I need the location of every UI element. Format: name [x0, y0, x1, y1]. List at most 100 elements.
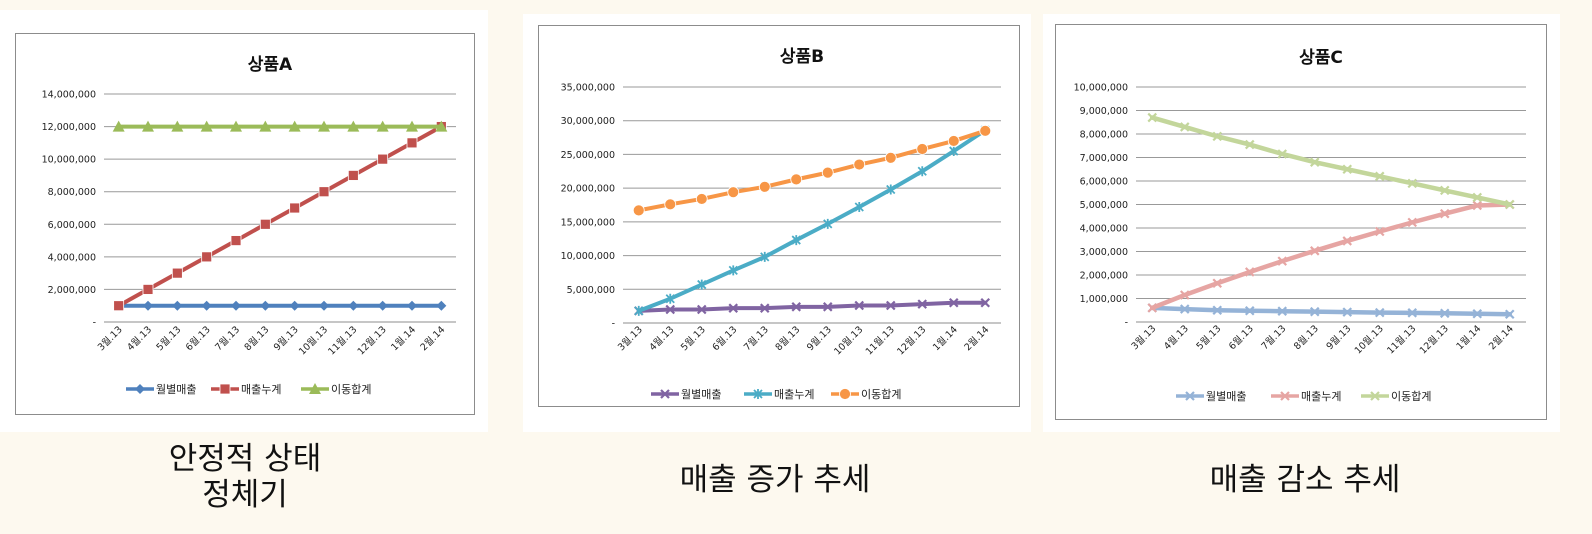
chart-a-legend-label: 월별매출 — [156, 383, 196, 396]
chart-a-xtick-label: 9월.13 — [271, 324, 301, 354]
chart-a-data-point — [172, 300, 183, 311]
chart-a-xtick-label: 11월.13 — [326, 324, 360, 358]
chart-a-xtick-label: 1월.14 — [388, 324, 418, 354]
chart-a-data-point — [171, 120, 184, 132]
chart-a-series-line — [116, 124, 444, 308]
chart-b-ytick-label: 30,000,000 — [561, 116, 615, 127]
chart-b-legend-label: 이동합계 — [861, 388, 901, 401]
chart-b-data-point — [665, 293, 675, 304]
chart-c-series-line — [1150, 202, 1512, 311]
chart-b-data-point — [822, 302, 833, 312]
chart-b-ytick-label: - — [612, 319, 615, 330]
chart-c-data-point — [1407, 308, 1418, 318]
chart-a-xtick-label: 12월.13 — [355, 324, 389, 358]
chart-c-data-point — [1147, 112, 1158, 123]
caption-c: 매출 감소 추세 — [1130, 462, 1480, 498]
chart-a-data-point — [112, 120, 125, 132]
chart-b-data-point — [885, 300, 896, 311]
chart-b-xtick-label: 1월.14 — [930, 324, 960, 354]
chart-b-data-point — [665, 304, 676, 315]
chart-b-frame: 상품B - 5,000,000 10,000,000 15,000,000 20,000,… — [538, 25, 1020, 407]
chart-b-data-point — [854, 300, 865, 311]
chart-c-data-point — [1472, 192, 1483, 203]
chart-b-data-point — [760, 251, 770, 262]
chart-a-data-point — [201, 251, 213, 263]
chart-c-data-point — [1147, 303, 1158, 313]
chart-c-data-point — [1179, 304, 1190, 314]
chart-b-xtick-label: 7월.13 — [741, 324, 771, 354]
chart-c-data-point — [1212, 305, 1223, 316]
chart-b-data-point — [917, 299, 928, 309]
chart-c-data-point — [1407, 178, 1418, 189]
chart-a-data-point — [347, 170, 359, 181]
caption-a-line2: 정체기 — [202, 477, 288, 513]
chart-b-legend-marker — [660, 389, 670, 399]
chart-a-xtick-label: 6월.13 — [183, 324, 213, 354]
chart-b-data-point — [727, 186, 740, 199]
chart-a-data-point — [142, 284, 154, 295]
chart-c-data-point — [1504, 309, 1515, 320]
chart-a-data-point — [377, 153, 389, 165]
chart-b-data-point — [791, 235, 801, 246]
chart-b-legend-marker — [839, 388, 851, 400]
chart-c-data-point — [1244, 139, 1255, 150]
caption-b-text: 매출 증가 추세 — [679, 462, 871, 498]
chart-b-xtick-label: 11월.13 — [863, 324, 897, 358]
chart-a-ytick-label: 10,000,000 — [42, 155, 96, 166]
chart-a-data-point — [347, 120, 360, 132]
chart-a-data-point — [259, 120, 272, 132]
chart-a-xtick-label: 4월.13 — [124, 324, 154, 354]
chart-c-xtick-label: 7월.13 — [1259, 323, 1289, 353]
chart-c-data-point — [1439, 208, 1450, 219]
chart-b-data-point — [947, 135, 960, 147]
chart-b-data-point — [916, 143, 929, 155]
chart-a-data-point — [143, 300, 153, 311]
chart-b-ytick-label: 20,000,000 — [561, 184, 615, 195]
chart-c-ytick-label: 8,000,000 — [1080, 130, 1128, 141]
chart-b-data-point — [948, 297, 959, 308]
chart-b-series-line — [636, 128, 988, 213]
chart-b-xtick-label: 3월.13 — [615, 324, 645, 354]
chart-b-data-point — [917, 166, 927, 177]
chart-b-xtick-label: 9월.13 — [804, 324, 834, 354]
chart-c-data-point — [1244, 305, 1255, 316]
chart-c-title: 상품C — [1299, 48, 1343, 68]
chart-c-xtick-label: 1월.14 — [1454, 323, 1484, 353]
chart-c-data-point — [1212, 131, 1223, 142]
chart-a-xtick-label: 7월.13 — [212, 324, 242, 354]
chart-c-xtick-label: 6월.13 — [1226, 323, 1256, 353]
chart-a-data-point — [259, 218, 271, 230]
chart-b-data-point — [632, 204, 645, 217]
chart-b-xtick-label: 12월.13 — [894, 324, 928, 358]
chart-c-data-point — [1342, 164, 1353, 175]
chart-c-legend-label: 매출누계 — [1301, 390, 1341, 403]
chart-b-data-point — [949, 146, 959, 157]
chart-c-xtick-label: 8월.13 — [1291, 323, 1321, 353]
chart-c-legend-marker — [1185, 391, 1195, 401]
chart-a-data-point — [260, 300, 271, 311]
chart-b-legend-marker — [753, 389, 763, 399]
chart-a-ytick-label: 6,000,000 — [48, 220, 96, 231]
chart-c-ytick-label: 2,000,000 — [1080, 271, 1128, 282]
chart-a-data-point — [201, 300, 212, 311]
chart-b-legend-label: 월별매출 — [681, 388, 721, 401]
chart-a-data-point — [171, 267, 183, 279]
chart-c-ytick-label: 6,000,000 — [1080, 177, 1128, 188]
chart-a-data-point — [376, 120, 389, 132]
chart-c-ytick-label: 3,000,000 — [1080, 247, 1128, 258]
chart-c-data-point — [1374, 226, 1385, 237]
chart-c-data-point — [1374, 307, 1385, 318]
caption-a-line1: 안정적 상태 — [168, 441, 322, 477]
chart-c-ytick-label: 10,000,000 — [1074, 83, 1128, 94]
chart-c-series-line — [1150, 305, 1512, 317]
chart-c-data-point — [1439, 185, 1450, 196]
chart-b-data-point — [884, 151, 897, 164]
chart-c-xtick-label: 2월.14 — [1486, 323, 1516, 353]
chart-c-data-point — [1472, 308, 1483, 319]
chart-c-ytick-label: 5,000,000 — [1080, 200, 1128, 211]
chart-a-data-point — [318, 186, 330, 198]
chart-b-data-point — [886, 184, 896, 195]
chart-a-data-point — [406, 120, 418, 132]
chart-b-data-point — [664, 198, 677, 211]
chart-b-ytick-label: 15,000,000 — [561, 217, 615, 228]
